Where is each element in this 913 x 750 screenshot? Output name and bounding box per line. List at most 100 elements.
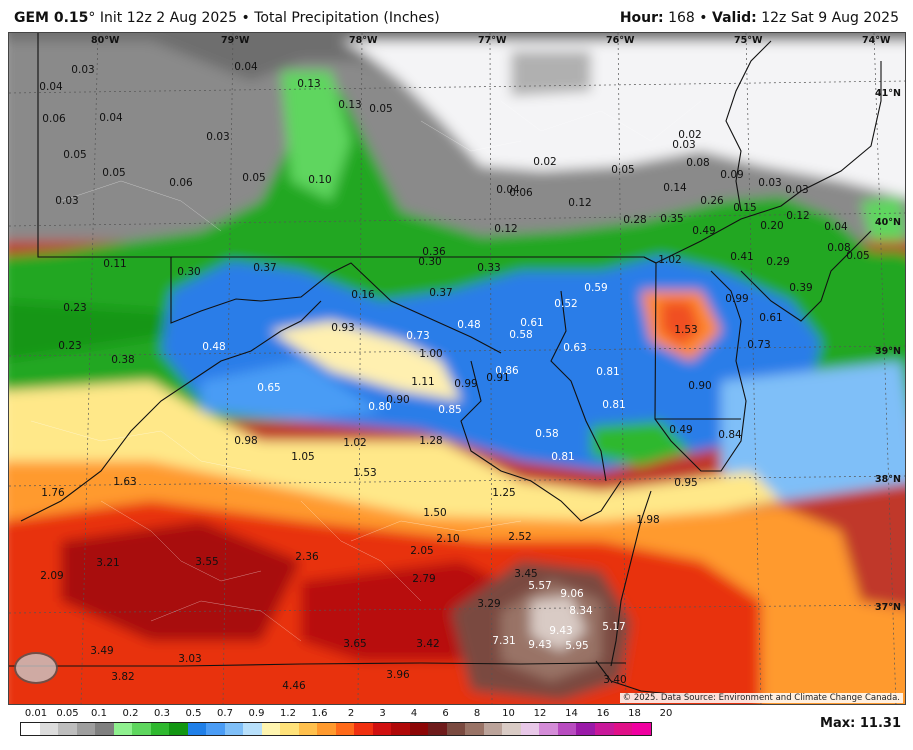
precip-value-label: 3.96	[386, 669, 410, 681]
precip-value-label: 0.04	[39, 81, 63, 93]
colorbar-swatch	[576, 723, 595, 735]
precip-value-label: 0.15	[733, 202, 756, 214]
precip-value-label: 3.21	[96, 557, 119, 569]
colorbar-swatch	[224, 723, 244, 735]
colorbar-tick-label: 4	[410, 708, 418, 719]
colorbar-swatch	[58, 723, 77, 735]
precip-value-label: 0.04	[99, 112, 123, 124]
precip-value-label: 0.05	[369, 103, 392, 115]
colorbar-swatch	[520, 723, 540, 735]
separator-dot: •	[699, 10, 708, 26]
precip-value-label: 0.03	[55, 195, 78, 207]
precip-value-label: 1.11	[411, 376, 434, 388]
header-right: Hour: 168 • Valid: 12z Sat 9 Aug 2025	[620, 10, 899, 26]
precip-value-label: 1.50	[423, 507, 446, 519]
hour-label: Hour:	[619, 10, 664, 26]
precip-value-label: 0.49	[669, 424, 692, 436]
precip-value-label: 0.29	[766, 256, 789, 268]
precip-value-label: 0.05	[102, 167, 125, 179]
colorbar-swatch	[150, 723, 170, 735]
colorbar-swatch	[280, 723, 299, 735]
colorbar-swatch	[298, 723, 318, 735]
precip-value-label: 0.03	[758, 177, 781, 189]
precip-value-label: 0.86	[495, 365, 519, 377]
colorbar-swatch	[409, 723, 429, 735]
colorbar-swatch	[206, 723, 225, 735]
colorbar-swatch	[95, 723, 114, 735]
precip-value-label: 3.29	[477, 598, 500, 610]
precip-value-label: 0.03	[672, 139, 695, 151]
lon-label: 75°W	[734, 35, 763, 46]
colorbar-swatch	[428, 723, 447, 735]
colorbar-tick-label: 8	[473, 708, 481, 719]
weatherbell-logo	[14, 652, 58, 684]
precip-value-label: 0.48	[457, 319, 480, 331]
lon-label: 78°W	[349, 35, 378, 46]
precip-value-label: 0.12	[494, 223, 517, 235]
colorbar-swatch	[502, 723, 521, 735]
precip-value-label: 0.12	[568, 197, 591, 209]
precip-value-label: 1.00	[419, 348, 442, 360]
precip-value-label: 2.10	[436, 533, 459, 545]
precip-value-label: 0.04	[824, 221, 848, 233]
valid-label: Valid:	[712, 10, 757, 26]
graticule	[9, 33, 905, 704]
precip-value-label: 0.08	[827, 242, 850, 254]
precip-value-label: 0.05	[63, 149, 86, 161]
colorbar-tick-label: 12	[533, 708, 547, 719]
lat-labels: 41°N 40°N 39°N 38°N 37°N	[875, 88, 901, 613]
precip-value-label: 0.04	[496, 184, 520, 196]
colorbar-swatch	[317, 723, 336, 735]
data-credit: © 2025. Data Source: Environment and Cli…	[619, 693, 903, 703]
precip-value-label: 0.09	[720, 169, 743, 181]
colorbar-swatch	[243, 723, 262, 735]
colorbar-swatch	[187, 723, 207, 735]
precip-value-label: 0.52	[554, 298, 577, 310]
precip-value-label: 3.65	[343, 638, 366, 650]
colorbar-tick-label: 0.3	[154, 708, 170, 719]
colorbar-swatch	[354, 723, 373, 735]
precip-value-label: 0.63	[563, 342, 586, 354]
colorbar-swatch	[39, 723, 59, 735]
precip-value-label: 0.06	[42, 113, 66, 125]
colorbar-tick-label: 0.01	[24, 708, 48, 719]
colorbar-swatch	[391, 723, 410, 735]
colorbar-tick-label: 0.5	[185, 708, 202, 719]
precip-value-label: 0.85	[438, 404, 461, 416]
precip-value-label: 9.43	[528, 639, 551, 651]
precip-value-label: 0.38	[111, 354, 134, 366]
precip-value-label: 0.02	[533, 156, 556, 168]
precip-value-label: 2.79	[412, 573, 435, 585]
lat-label: 40°N	[875, 217, 901, 228]
precip-value-label: 0.26	[700, 195, 724, 207]
precip-value-label: 0.93	[331, 322, 354, 334]
precip-value-label: 0.23	[58, 340, 81, 352]
colorbar-tick-label: 1.2	[280, 708, 296, 719]
precip-value-label: 2.09	[40, 570, 63, 582]
header-bar: GEM 0.15° Init 12z 2 Aug 2025 • Total Pr…	[0, 0, 913, 32]
colorbar-swatch	[594, 723, 614, 735]
precip-value-label: 0.49	[692, 225, 715, 237]
precipitation-map: 80°W 79°W 78°W 77°W 76°W 75°W 74°W 41°N …	[8, 32, 906, 705]
forecast-hour: 168	[668, 10, 695, 26]
precip-value-label: 0.10	[308, 174, 331, 186]
precip-value-label: 0.13	[338, 99, 361, 111]
precip-value-label: 0.95	[674, 477, 697, 489]
precip-value-label: 0.03	[71, 64, 94, 76]
precip-value-label: 0.30	[177, 266, 200, 278]
precip-value-label: 3.03	[178, 653, 201, 665]
colorbar-swatch	[632, 723, 651, 735]
colorbar-tick-label: 0.2	[122, 708, 139, 719]
precip-value-label: 3.45	[514, 568, 537, 580]
precip-value-label: 0.08	[686, 157, 709, 169]
precip-value-label: 1.76	[41, 487, 65, 499]
colorbar-swatch	[261, 723, 281, 735]
colorbar-tick-label: 0.9	[248, 708, 265, 719]
precip-value-label: 0.84	[718, 429, 742, 441]
precip-value-label: 0.03	[785, 184, 808, 196]
lon-label: 74°W	[862, 35, 891, 46]
precip-value-label: 0.61	[520, 317, 543, 329]
precip-value-label: 0.05	[846, 250, 869, 262]
colorbar-swatch	[21, 723, 40, 735]
colorbar-swatch	[335, 723, 355, 735]
